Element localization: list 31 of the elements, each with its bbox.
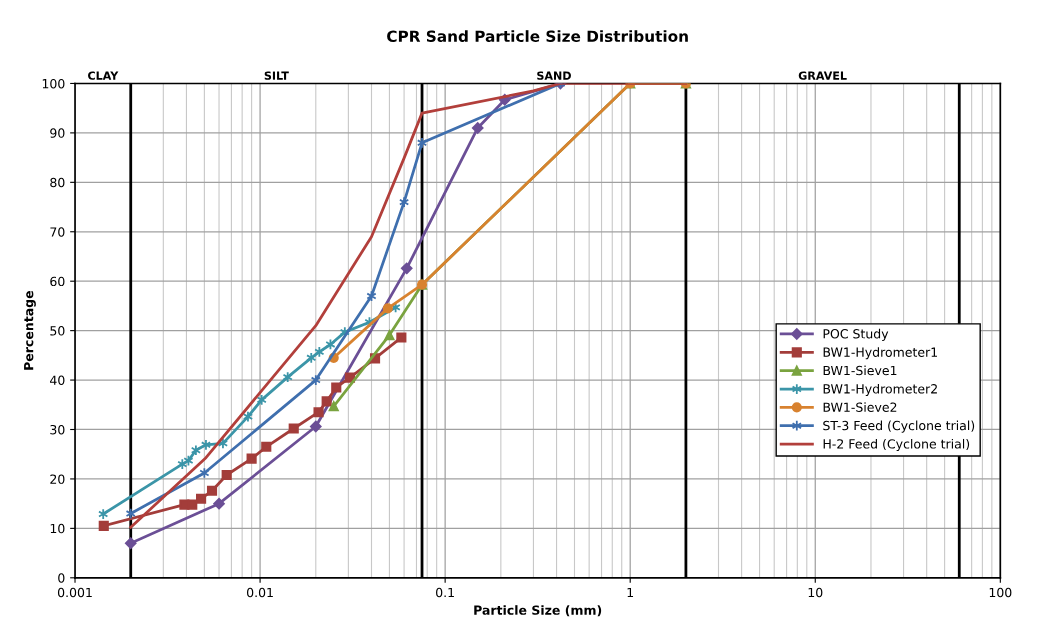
text: GRAVEL <box>798 71 847 80</box>
legend-label: H-2 Feed (Cyclone trial) <box>823 438 970 452</box>
x-tick-label: 0.01 <box>246 587 273 598</box>
y-tick-label: 40 <box>50 375 65 385</box>
y-tick-label: 70 <box>50 227 65 237</box>
y-axis-title: Percentage <box>24 291 36 370</box>
legend-label: POC Study <box>823 328 889 341</box>
y-tick-label: 80 <box>50 177 65 188</box>
y-tick-label: 10 <box>50 523 65 534</box>
text: SILT <box>264 71 289 80</box>
y-tick-label: 20 <box>50 474 65 484</box>
legend-label: BW1-Sieve2 <box>823 402 897 412</box>
legend-label: BW1-Hydrometer2 <box>823 383 937 396</box>
x-tick-label: 10 <box>808 587 823 598</box>
text: SAND <box>537 71 571 80</box>
x-tick-label: 0.1 <box>436 587 454 598</box>
y-tick-label: 90 <box>50 128 65 138</box>
text: CLAY <box>88 71 119 80</box>
y-tick-label: 30 <box>50 424 65 435</box>
y-tick-label: 50 <box>50 326 65 336</box>
legend-label: BW1-Hydrometer1 <box>823 347 938 360</box>
x-tick-label: 0.001 <box>57 587 92 598</box>
legend-label: ST-3 Feed (Cyclone trial) <box>823 420 975 433</box>
x-axis-title: Particle Size (mm) <box>474 605 602 617</box>
y-tick-label: 60 <box>50 276 65 287</box>
y-tick-label: 0 <box>58 573 65 583</box>
x-tick-label: 1 <box>627 587 634 598</box>
y-tick-label: 100 <box>42 78 65 89</box>
legend-label: BW1-Sieve1 <box>823 365 897 376</box>
chart-title: CPR Sand Particle Size Distribution <box>387 30 688 43</box>
x-tick-label: 100 <box>989 587 1012 598</box>
